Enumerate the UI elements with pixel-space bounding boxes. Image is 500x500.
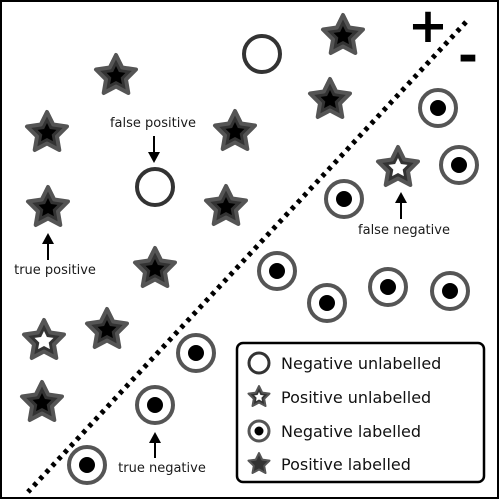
negative-labelled-legend-icon [247, 419, 271, 443]
negative-labelled-circle [368, 267, 408, 307]
positive-unlabelled-legend-icon [247, 385, 271, 407]
legend-positive-unlabelled: Positive unlabelled [281, 388, 431, 407]
true-negative-arrow [149, 432, 161, 458]
negative-labelled-circle [439, 145, 479, 185]
false-negative-label: false negative [358, 223, 450, 238]
negative-labelled-circle [430, 271, 470, 311]
negative-labelled-circle [307, 283, 347, 323]
true-positive-arrow [42, 233, 54, 260]
negative-labelled-circle [176, 333, 216, 373]
negative-labelled-circle [324, 179, 364, 219]
negative-unlabelled-circle [242, 34, 282, 74]
negative-labelled-circle [67, 445, 107, 485]
true-negative-label: true negative [118, 461, 206, 476]
false-positive-arrow [148, 136, 160, 163]
negative-labelled-circle [135, 385, 175, 425]
negative-labelled-points [67, 88, 479, 485]
negative-unlabelled-points [135, 34, 282, 207]
legend-positive-labelled: Positive labelled [281, 455, 411, 474]
legend: Negative unlabelled Positive unlabelled … [235, 341, 486, 484]
negative-unlabelled-legend-icon [247, 351, 271, 375]
legend-negative-unlabelled: Negative unlabelled [281, 354, 441, 373]
negative-unlabelled-circle [135, 167, 175, 207]
false-positive-label: false positive [110, 116, 196, 131]
false-negative-arrow [395, 192, 407, 219]
positive-side-sign: + [408, 0, 448, 54]
true-positive-label: true positive [14, 263, 96, 278]
legend-box [235, 341, 486, 484]
negative-labelled-circle [418, 88, 458, 128]
legend-negative-labelled: Negative labelled [281, 422, 421, 441]
negative-side-sign: - [458, 28, 478, 84]
negative-labelled-circle [257, 251, 297, 291]
